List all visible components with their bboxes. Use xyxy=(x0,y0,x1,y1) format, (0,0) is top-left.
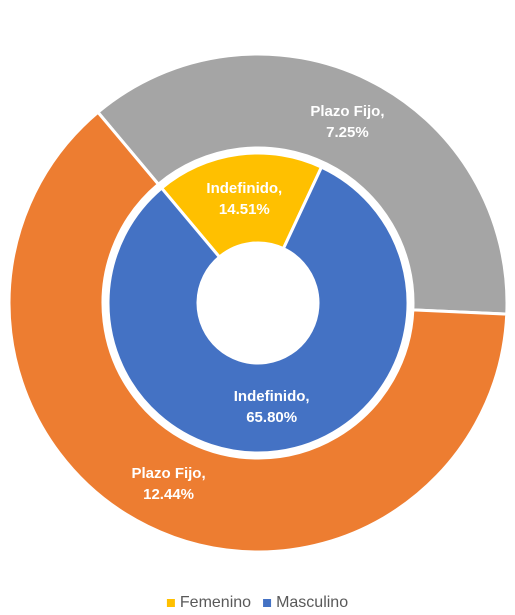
data-label-name: Plazo Fijo, xyxy=(310,103,384,120)
data-label: Plazo Fijo, 12.44% xyxy=(131,465,205,503)
doughnut-segment xyxy=(159,151,324,260)
data-label-value: 7.25% xyxy=(326,124,369,141)
data-label-value: 12.44% xyxy=(143,486,194,503)
data-label: Indefinido, 14.51% xyxy=(206,180,282,218)
data-label-name: Indefinido, xyxy=(234,388,310,405)
doughnut-segment xyxy=(106,165,410,455)
legend-swatch xyxy=(263,599,272,607)
legend: Femenino Masculino xyxy=(166,594,348,611)
data-label-name: Plazo Fijo, xyxy=(131,465,205,482)
data-label: Indefinido, 65.80% xyxy=(234,388,310,426)
data-label: Plazo Fijo, 7.25% xyxy=(310,103,384,141)
legend-label: Masculino xyxy=(276,594,348,611)
data-label-value: 14.51% xyxy=(219,201,270,218)
data-label-value: 65.80% xyxy=(246,409,297,426)
legend-swatch xyxy=(166,599,175,607)
legend-label: Femenino xyxy=(180,594,251,611)
doughnut-segment xyxy=(7,110,509,554)
data-label-name: Indefinido, xyxy=(206,180,282,197)
doughnut-segment xyxy=(95,52,509,316)
